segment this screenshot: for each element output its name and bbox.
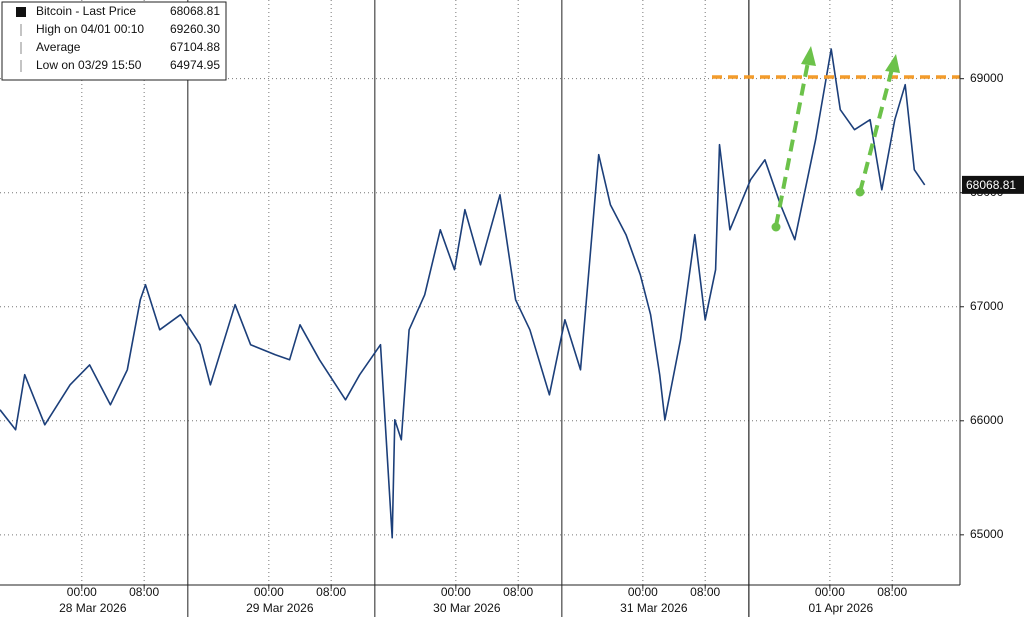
legend-box bbox=[1, 1, 227, 81]
last-price-tag bbox=[962, 175, 1024, 194]
y-tick-label: 66000 bbox=[970, 413, 1004, 427]
x-tick-label: 00:00 bbox=[67, 585, 97, 599]
legend-value: 68068.81 bbox=[170, 4, 220, 18]
grid bbox=[0, 0, 960, 617]
x-tick-label: 08:00 bbox=[503, 585, 533, 599]
x-tick-label: 00:00 bbox=[815, 585, 845, 599]
legend-label: High on 04/01 00:10 bbox=[36, 22, 144, 36]
legend-value: 64974.95 bbox=[170, 58, 220, 72]
y-tick-label: 65000 bbox=[970, 527, 1004, 541]
y-tick-label: 67000 bbox=[970, 299, 1004, 313]
legend-label: Average bbox=[36, 40, 81, 54]
x-tick-label: 00:00 bbox=[254, 585, 284, 599]
legend-label: Bitcoin - Last Price bbox=[36, 4, 136, 18]
date-label: 31 Mar 2026 bbox=[620, 601, 688, 615]
price-line bbox=[0, 48, 926, 539]
plot bbox=[0, 48, 926, 539]
last-price-label: 68068.81 bbox=[966, 178, 1016, 192]
date-label: 30 Mar 2026 bbox=[433, 601, 501, 615]
annotation-arrows bbox=[771, 46, 900, 232]
legend-label: Low on 03/29 15:50 bbox=[36, 58, 142, 72]
arrow-head bbox=[885, 54, 900, 73]
arrow-start bbox=[771, 222, 781, 232]
date-label: 01 Apr 2026 bbox=[809, 601, 874, 615]
legend-value: 69260.30 bbox=[170, 22, 220, 36]
legend-swatch bbox=[16, 7, 26, 17]
x-tick-label: 08:00 bbox=[877, 585, 907, 599]
y-tick-label: 69000 bbox=[970, 71, 1004, 85]
arrow-start bbox=[855, 187, 865, 197]
x-tick-label: 08:00 bbox=[690, 585, 720, 599]
legend: Bitcoin - Last Price 68068.81 High on 04/0… bbox=[1, 1, 227, 81]
x-tick-label: 08:00 bbox=[316, 585, 346, 599]
arrow-shaft bbox=[858, 68, 894, 193]
arrow-head bbox=[801, 46, 816, 66]
arrow-shaft bbox=[774, 61, 810, 227]
x-tick-label: 00:00 bbox=[441, 585, 471, 599]
date-label: 28 Mar 2026 bbox=[59, 601, 127, 615]
x-tick-label: 00:00 bbox=[628, 585, 658, 599]
legend-value: 67104.88 bbox=[170, 40, 220, 54]
x-tick-label: 08:00 bbox=[129, 585, 159, 599]
date-label: 29 Mar 2026 bbox=[246, 601, 314, 615]
